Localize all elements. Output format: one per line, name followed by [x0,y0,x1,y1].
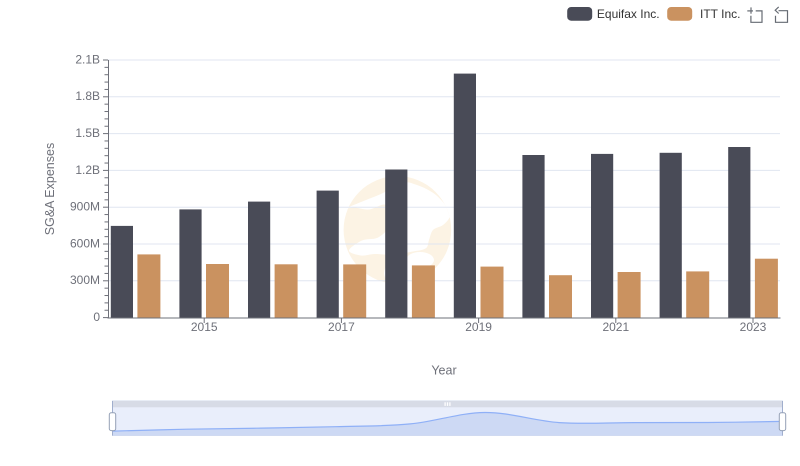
svg-text:1.5B: 1.5B [75,126,100,140]
svg-text:2019: 2019 [465,320,492,334]
svg-text:2.1B: 2.1B [75,52,100,66]
svg-text:2021: 2021 [602,320,629,334]
svg-text:900M: 900M [70,200,100,214]
svg-text:2015: 2015 [191,320,218,334]
svg-text:2017: 2017 [328,320,355,334]
svg-text:SG&A Expenses: SG&A Expenses [43,143,57,235]
svg-text:1.8B: 1.8B [75,89,100,103]
svg-text:0: 0 [93,310,100,324]
svg-text:2023: 2023 [740,320,767,334]
svg-text:Year: Year [431,363,456,377]
svg-text:600M: 600M [70,236,100,250]
svg-text:1.2B: 1.2B [75,163,100,177]
svg-text:300M: 300M [70,273,100,287]
svg-text:ITT Inc.: ITT Inc. [700,7,740,21]
svg-text:Equifax Inc.: Equifax Inc. [597,7,660,21]
